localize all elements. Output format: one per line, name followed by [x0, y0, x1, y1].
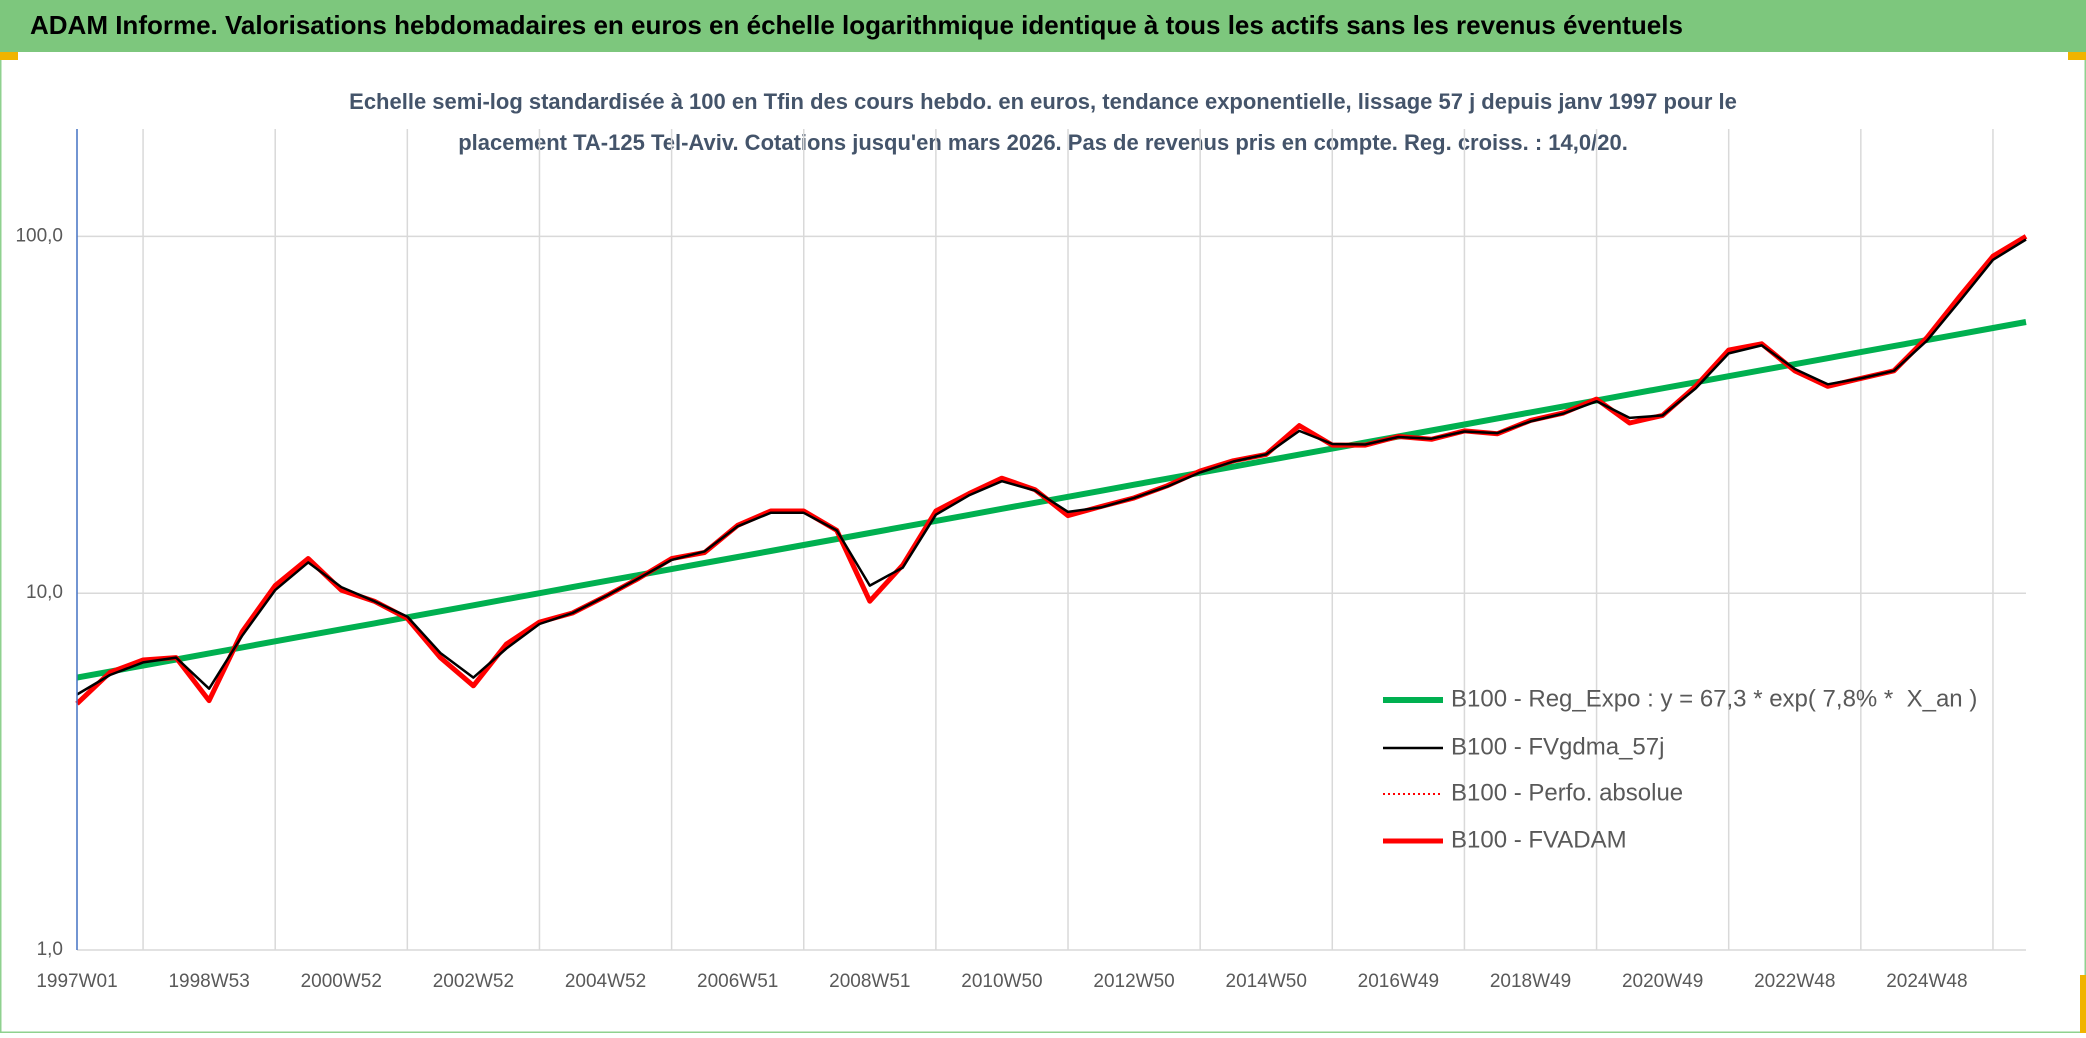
x-tick-label: 2014W50: [1226, 971, 1307, 992]
x-tick-label: 2020W49: [1622, 971, 1703, 992]
x-tick-label: 2010W50: [961, 971, 1042, 992]
legend-label: B100 - Perfo. absolue: [1451, 779, 1683, 806]
y-tick-label: 100,0: [15, 225, 63, 246]
legend-label: B100 - Reg_Expo : y = 67,3 * exp( 7,8% *…: [1451, 685, 1977, 712]
y-tick-label: 10,0: [26, 582, 63, 603]
x-tick-label: 1998W53: [168, 971, 249, 992]
series-line: [76, 238, 2027, 696]
chart-title: ADAM Informe. Valorisations hebdomadaire…: [30, 10, 1683, 40]
grid: 1,0 10,0 100,0 1997W01 1998W53 2000W52 2002W52…: [15, 129, 2026, 992]
x-tick-label: 2008W51: [829, 971, 910, 992]
x-tick-label: 2024W48: [1886, 971, 1967, 992]
legend: B100 - Reg_Expo : y = 67,3 * exp( 7,8% *…: [1383, 685, 1977, 853]
plot: [75, 234, 2028, 706]
x-tick-label: 2004W52: [565, 971, 646, 992]
chart-subtitle: Echelle semi-log standardisée à 100 en T…: [349, 89, 1737, 114]
x-tick-label: 1997W01: [36, 971, 117, 992]
header-bar: [0, 0, 2086, 52]
chart-subtitle: placement TA-125 Tel-Aviv. Cotations jus…: [458, 130, 1628, 155]
x-tick-label: 2002W52: [433, 971, 514, 992]
x-tick-label: 2012W50: [1093, 971, 1174, 992]
x-tick-label: 2018W49: [1490, 971, 1571, 992]
legend-label: B100 - FVADAM: [1451, 826, 1627, 853]
legend-label: B100 - FVgdma_57j: [1451, 733, 1664, 760]
x-tick-label: 2006W51: [697, 971, 778, 992]
x-tick-label: 2022W48: [1754, 971, 1835, 992]
corner: [0, 52, 18, 60]
corner: [2080, 975, 2086, 1033]
x-tick-label: 2016W49: [1358, 971, 1439, 992]
corner: [2068, 52, 2086, 60]
x-tick-label: 2000W52: [301, 971, 382, 992]
y-tick-label: 1,0: [37, 939, 63, 960]
